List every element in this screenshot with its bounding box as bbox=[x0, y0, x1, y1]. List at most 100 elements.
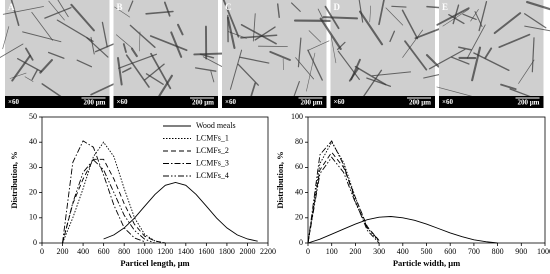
y-tick-label: 0 bbox=[33, 238, 37, 247]
micrograph bbox=[5, 0, 110, 108]
y-tick-label: 100 bbox=[291, 112, 303, 121]
fiber bbox=[163, 1, 171, 17]
fiber bbox=[129, 24, 156, 49]
fiber bbox=[22, 31, 62, 43]
fiber bbox=[458, 46, 472, 51]
fiber bbox=[90, 36, 95, 55]
series-line bbox=[307, 140, 380, 244]
y-tick-label: 10 bbox=[29, 213, 37, 222]
fiber bbox=[193, 52, 225, 56]
fiber bbox=[122, 43, 127, 53]
fiber bbox=[473, 52, 510, 72]
fiber bbox=[319, 17, 342, 50]
fiber bbox=[125, 54, 150, 88]
fiber bbox=[115, 34, 133, 49]
fiber bbox=[436, 7, 470, 26]
panel-label: B bbox=[117, 2, 123, 12]
fiber bbox=[428, 48, 466, 70]
fiber bbox=[524, 25, 550, 32]
fiber bbox=[170, 31, 183, 58]
fiber bbox=[39, 59, 53, 74]
fiber bbox=[531, 37, 535, 73]
fiber bbox=[101, 21, 108, 48]
x-tick-label: 0 bbox=[306, 247, 310, 256]
fiber bbox=[227, 31, 247, 39]
fiber bbox=[31, 69, 38, 81]
fiber bbox=[385, 7, 404, 26]
fiber bbox=[402, 29, 424, 58]
fiber bbox=[276, 3, 280, 18]
x-tick-label: 600 bbox=[98, 247, 110, 256]
fiber bbox=[9, 72, 27, 79]
fiber bbox=[252, 13, 256, 42]
fiber bbox=[48, 0, 65, 21]
fiber bbox=[391, 5, 407, 8]
fiber bbox=[128, 0, 134, 12]
fiber bbox=[389, 30, 396, 43]
fiber bbox=[308, 30, 321, 43]
fiber bbox=[139, 31, 141, 52]
scale-label: 200 μm bbox=[300, 99, 322, 107]
fiber bbox=[10, 0, 20, 26]
fiber bbox=[322, 16, 358, 20]
fibers bbox=[222, 0, 333, 101]
panel-label: E bbox=[442, 2, 448, 12]
y-tick-label: 40 bbox=[295, 187, 303, 196]
legend-label: LCMFs_2 bbox=[196, 146, 229, 155]
x-tick-label: 0 bbox=[40, 247, 44, 256]
legend-label: LCMFs_4 bbox=[196, 171, 229, 180]
fiber bbox=[518, 59, 535, 84]
x-tick-label: 800 bbox=[118, 247, 130, 256]
fiber bbox=[324, 5, 340, 30]
fiber bbox=[350, 58, 361, 81]
fiber bbox=[317, 8, 324, 20]
series-line bbox=[307, 156, 380, 244]
y-tick-label: 0 bbox=[299, 238, 303, 247]
fiber bbox=[254, 26, 276, 41]
fibers bbox=[428, 0, 550, 99]
x-tick-label: 300 bbox=[373, 247, 385, 256]
legend-label: LCMFs_3 bbox=[196, 158, 229, 167]
x-tick-label: 1000 bbox=[137, 247, 153, 256]
fiber bbox=[451, 56, 470, 65]
fiber bbox=[523, 13, 547, 29]
y-tick-label: 20 bbox=[29, 187, 37, 196]
fiber bbox=[466, 24, 486, 59]
fiber bbox=[336, 41, 346, 51]
fiber bbox=[354, 65, 387, 86]
scale-bar-strip bbox=[113, 96, 218, 108]
fiber bbox=[70, 3, 95, 32]
fiber bbox=[11, 54, 32, 82]
series-line bbox=[62, 140, 145, 244]
y-tick-label: 50 bbox=[29, 112, 37, 121]
fiber bbox=[371, 71, 411, 77]
x-tick-label: 700 bbox=[468, 247, 480, 256]
fibers bbox=[114, 0, 232, 97]
magnification: ×60 bbox=[225, 98, 236, 106]
x-tick-label: 1600 bbox=[198, 247, 214, 256]
x-tick-label: 1000 bbox=[537, 247, 550, 256]
fiber bbox=[470, 9, 479, 22]
y-tick-label: 30 bbox=[29, 162, 37, 171]
fiber bbox=[436, 86, 473, 97]
fiber bbox=[526, 0, 550, 11]
legend-label: Wood meals bbox=[196, 121, 236, 130]
fiber bbox=[118, 53, 157, 69]
fiber bbox=[149, 35, 188, 52]
scale-bar-strip bbox=[222, 96, 327, 108]
fiber bbox=[290, 2, 301, 12]
x-tick-label: 100 bbox=[326, 247, 338, 256]
fiber bbox=[145, 73, 164, 85]
fibers bbox=[0, 0, 123, 98]
series-line bbox=[62, 158, 166, 244]
scale-bar-strip bbox=[5, 96, 110, 108]
x-tick-label: 2000 bbox=[239, 247, 255, 256]
y-axis-label: Distribution, % bbox=[275, 151, 285, 208]
fiber bbox=[116, 56, 123, 86]
fiber bbox=[500, 83, 517, 91]
scale-label: 200 μm bbox=[83, 99, 105, 107]
fiber bbox=[158, 74, 173, 97]
fiber bbox=[0, 43, 24, 58]
fiber bbox=[239, 56, 270, 64]
fiber bbox=[423, 74, 440, 79]
